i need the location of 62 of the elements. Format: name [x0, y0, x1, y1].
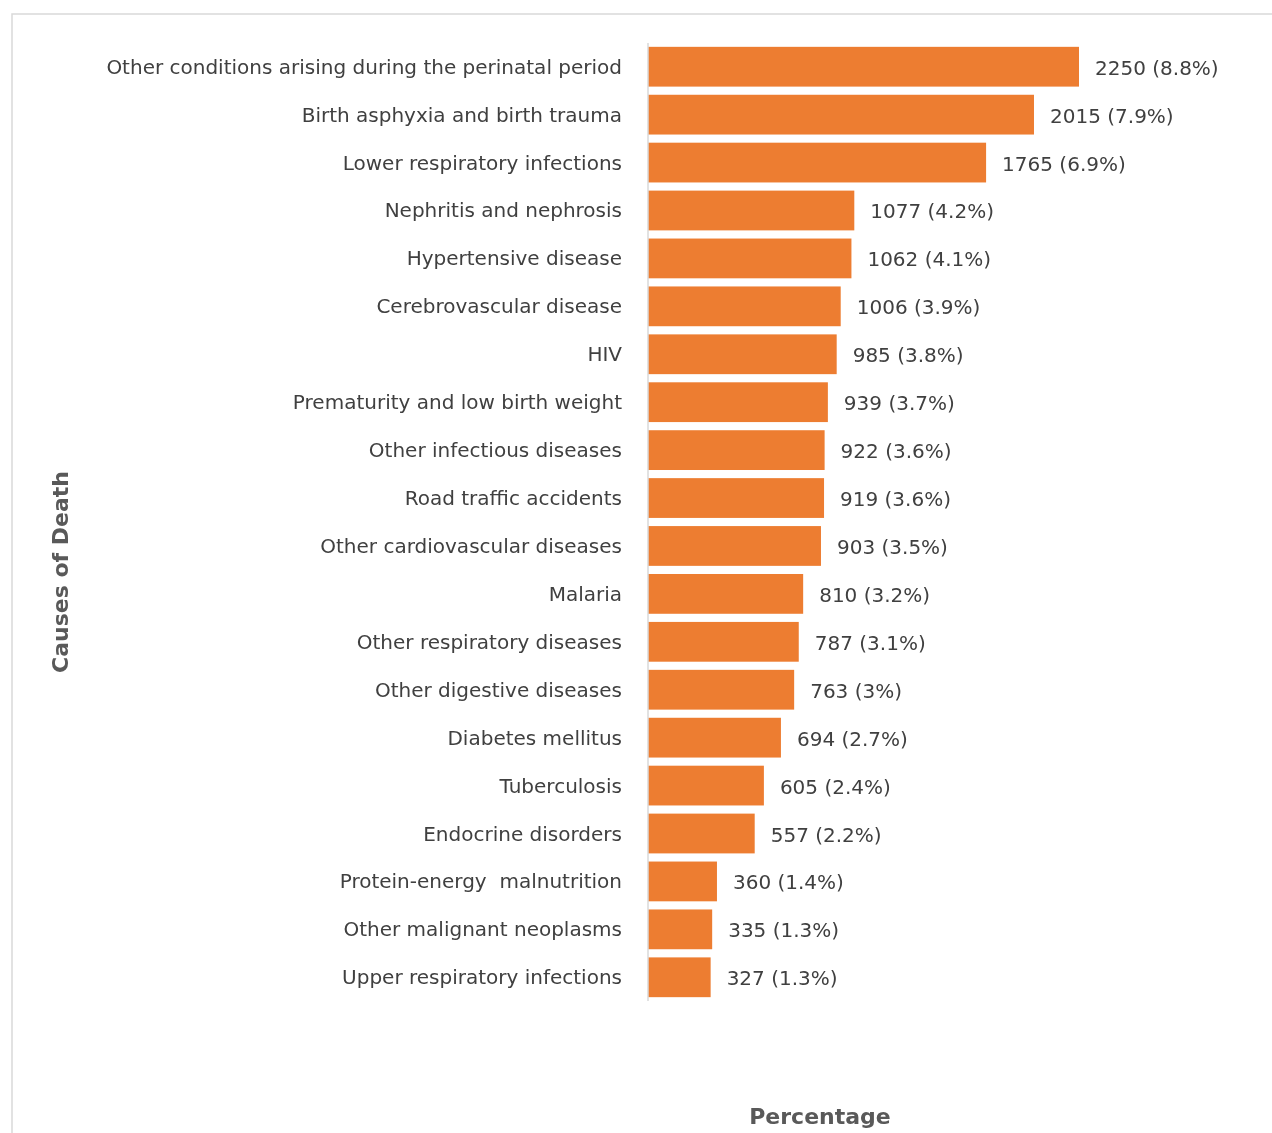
y-tick-label: Other conditions arising during the perinatal period — [106, 54, 622, 79]
bar — [648, 813, 755, 854]
data-label: 903 (3.5%) — [836, 534, 948, 559]
bar — [648, 861, 717, 902]
y-tick-label: Other malignant neoplasms — [343, 917, 622, 942]
y-tick-label: Road traffic accidents — [404, 486, 622, 511]
data-label: 605 (2.4%) — [779, 774, 891, 799]
bar — [648, 526, 821, 566]
y-tick-label: Lower respiratory infections — [342, 150, 622, 175]
bar — [648, 286, 841, 327]
y-tick-label: Other cardiovascular diseases — [320, 533, 622, 558]
y-tick-label: Diabetes mellitus — [447, 725, 622, 750]
bar — [648, 957, 711, 998]
y-tick-label: Other respiratory diseases — [356, 629, 622, 654]
data-label: 2015 (7.9%) — [1049, 103, 1174, 128]
bar — [648, 190, 855, 231]
data-label: 1062 (4.1%) — [867, 247, 992, 272]
y-axis-title: Causes of Death — [48, 471, 73, 673]
y-tick-label: Nephritis and nephrosis — [384, 198, 622, 223]
data-label: 919 (3.6%) — [840, 487, 951, 512]
bar — [648, 382, 828, 423]
data-label: 557 (2.2%) — [770, 822, 882, 847]
y-tick-label: Tuberculosis — [498, 773, 622, 798]
y-tick-label: Birth asphyxia and birth trauma — [301, 102, 622, 127]
bar — [648, 478, 825, 518]
y-tick-label: Protein-energy malnutrition — [339, 869, 622, 894]
y-tick-label: Cerebrovascular disease — [376, 294, 622, 319]
data-label: 360 (1.4%) — [732, 870, 844, 895]
y-tick-label: Prematurity and low birth weight — [292, 390, 623, 415]
y-tick-label: Malaria — [548, 581, 622, 606]
bar — [648, 142, 987, 183]
data-label: 1006 (3.9%) — [856, 295, 981, 320]
data-label: 1765 (6.9%) — [1002, 151, 1126, 176]
bar — [648, 669, 795, 710]
data-label: 985 (3.8%) — [852, 343, 964, 368]
y-tick-label: Other infectious diseases — [368, 438, 622, 463]
data-label: 694 (2.7%) — [796, 726, 908, 751]
data-label: 335 (1.3%) — [728, 918, 840, 943]
y-tick-label: Other digestive diseases — [374, 677, 622, 702]
bar — [648, 238, 852, 279]
y-tick-label: Hypertensive disease — [406, 246, 622, 271]
bar — [648, 94, 1034, 135]
y-tick-label: Upper respiratory infections — [342, 965, 622, 990]
bar — [648, 765, 764, 806]
y-tick-label: HIV — [587, 342, 623, 367]
bar — [648, 621, 799, 662]
data-label: 810 (3.2%) — [819, 582, 931, 607]
data-label: 1077 (4.2%) — [870, 199, 994, 224]
bar — [648, 717, 781, 758]
data-label: 327 (1.3%) — [726, 966, 838, 991]
y-tick-label: Endocrine disorders — [423, 821, 622, 846]
bar — [648, 334, 837, 375]
data-label: 922 (3.6%) — [840, 439, 952, 464]
data-label: 2250 (8.8%) — [1095, 55, 1219, 80]
data-label: 787 (3.1%) — [814, 630, 926, 655]
data-label: 763 (3%) — [810, 678, 903, 703]
data-label: 939 (3.7%) — [843, 391, 955, 416]
bar — [648, 909, 713, 950]
bar — [648, 574, 804, 614]
x-axis-title: Percentage — [749, 1104, 891, 1129]
bar — [648, 46, 1079, 87]
bar — [648, 430, 825, 470]
